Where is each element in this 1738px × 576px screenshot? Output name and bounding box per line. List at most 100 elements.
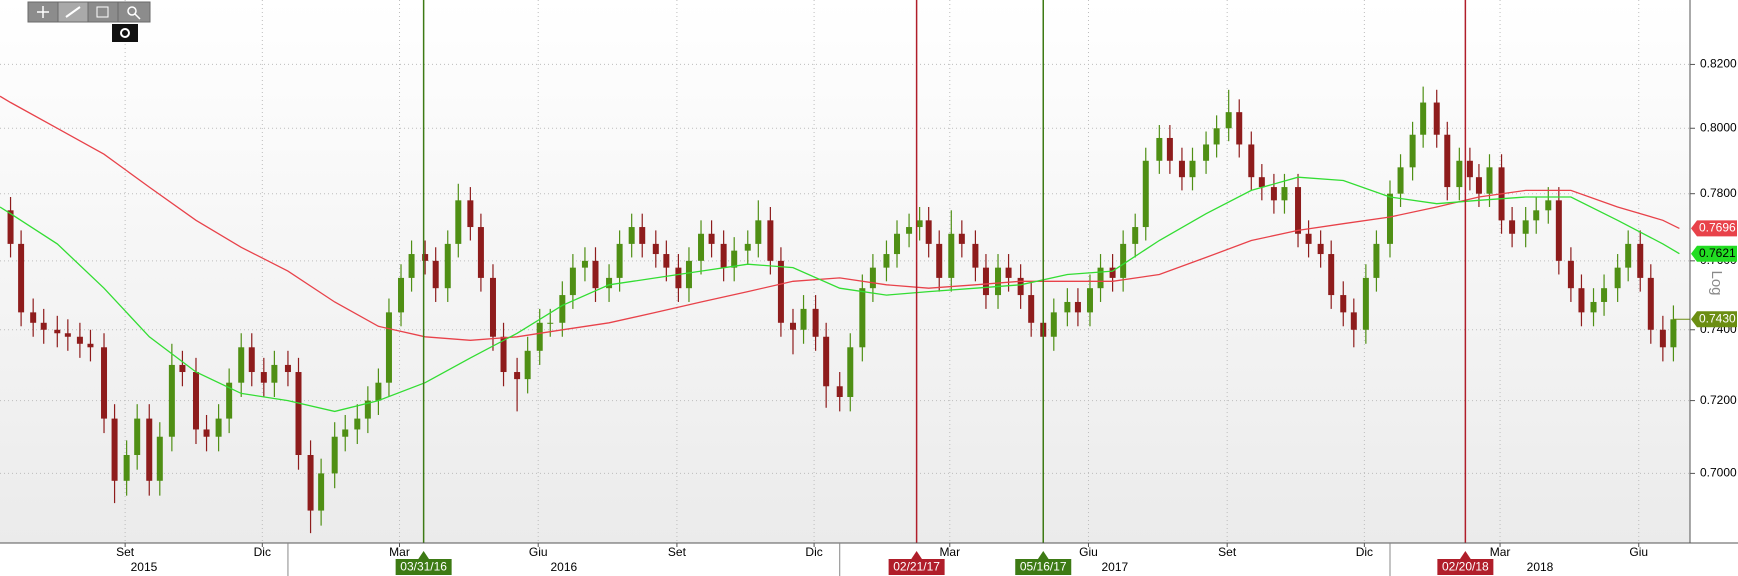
candle-body <box>7 210 14 244</box>
candle-body <box>1142 160 1149 228</box>
x-tick-label: Giu <box>529 545 548 559</box>
candle-body <box>1637 243 1644 278</box>
settings-button[interactable] <box>112 24 138 42</box>
candle-body <box>1064 301 1071 313</box>
candle-body <box>1270 187 1277 201</box>
candle-body <box>698 233 705 261</box>
candle-body <box>1305 233 1312 244</box>
settings-icon <box>120 28 130 38</box>
candle-body <box>64 333 71 337</box>
zoom-icon-handle <box>134 13 141 20</box>
x-tick-label: Mar <box>939 545 960 559</box>
candle-body <box>1236 112 1243 145</box>
event-marker-label: 02/21/17 <box>893 560 940 574</box>
candle-body <box>1189 160 1196 178</box>
event-marker-box <box>1437 559 1494 575</box>
candle-body <box>1420 102 1427 135</box>
candle-body <box>1486 167 1493 194</box>
event-marker-label: 02/20/18 <box>1442 560 1489 574</box>
x-tick-label: Mar <box>1490 545 1511 559</box>
candle-body <box>455 200 462 244</box>
candle-body <box>1050 312 1057 337</box>
candle-body <box>1397 167 1404 194</box>
candle-body <box>1086 288 1093 313</box>
candle-body <box>422 254 429 261</box>
moving-average-line <box>0 95 1680 341</box>
zoom-button[interactable] <box>117 1 151 23</box>
candle-body <box>1409 134 1416 168</box>
candle-body <box>500 336 507 373</box>
candle-body <box>972 243 979 268</box>
notes-button[interactable] <box>87 1 119 23</box>
candle-body <box>925 220 932 244</box>
line-end-label-box <box>1691 220 1737 237</box>
candle-body <box>1601 288 1608 302</box>
y-tick-label: 0.7200 <box>1700 393 1737 407</box>
year-label: 2015 <box>131 560 158 574</box>
candle-body <box>995 267 1002 296</box>
candle-body <box>836 386 843 397</box>
candle-body <box>859 288 866 348</box>
candle-body <box>847 347 854 397</box>
candle-body <box>982 267 989 296</box>
candle-body <box>307 454 314 511</box>
candle-body <box>215 418 222 437</box>
candle-body <box>1350 312 1357 330</box>
plot-background <box>0 0 1690 543</box>
x-tick-label: Dic <box>805 545 822 559</box>
candle-body <box>76 336 83 344</box>
candle-body <box>1625 243 1632 268</box>
candle-body <box>1466 160 1473 178</box>
candle-body <box>1017 277 1024 296</box>
candle-body <box>767 220 774 261</box>
candle-body <box>1433 102 1440 135</box>
candle-body <box>663 254 670 268</box>
candle-body <box>432 260 439 289</box>
event-marker-box <box>395 559 452 575</box>
candle-body <box>489 277 496 337</box>
candle-body <box>408 254 415 278</box>
candle-body <box>1317 243 1324 255</box>
candle-body <box>40 322 47 330</box>
candle-body <box>123 454 130 481</box>
year-label: 2016 <box>550 560 577 574</box>
candle-body <box>592 260 599 289</box>
y-tick-label: 0.7800 <box>1700 186 1737 200</box>
candle-body <box>1614 267 1621 289</box>
event-marker-box <box>1015 559 1072 575</box>
candle-body <box>1362 277 1369 330</box>
x-tick-label: Giu <box>1629 545 1648 559</box>
candle-body <box>1156 137 1163 161</box>
candle-body <box>444 243 451 289</box>
candle-body <box>30 312 37 323</box>
candle-body <box>398 277 405 313</box>
candle-body <box>958 233 965 244</box>
candle-body <box>1522 220 1529 234</box>
candle-body <box>271 364 278 383</box>
candle-body <box>54 329 61 334</box>
candle-body <box>477 227 484 278</box>
candle-body <box>1225 112 1232 129</box>
candle-body <box>559 295 566 323</box>
candle-body <box>948 233 955 278</box>
candle-body <box>606 277 613 289</box>
candle-body <box>1456 160 1463 188</box>
candle-body <box>1328 254 1335 296</box>
candle-body <box>569 267 576 296</box>
candle-body <box>883 254 890 268</box>
candle-body <box>906 227 913 234</box>
candle-body <box>375 382 382 401</box>
candle-body <box>639 227 646 244</box>
candle-body <box>616 243 623 278</box>
last-price-label: 0.7430 <box>1699 311 1736 325</box>
candle-body <box>238 347 245 383</box>
candle-body <box>203 429 210 437</box>
candle-body <box>364 400 371 419</box>
pan-icon <box>37 6 49 18</box>
candle-body <box>318 473 325 511</box>
candle-body <box>1028 295 1035 323</box>
candle-body <box>708 233 715 244</box>
candle-body <box>1533 210 1540 221</box>
candle-body <box>936 243 943 278</box>
